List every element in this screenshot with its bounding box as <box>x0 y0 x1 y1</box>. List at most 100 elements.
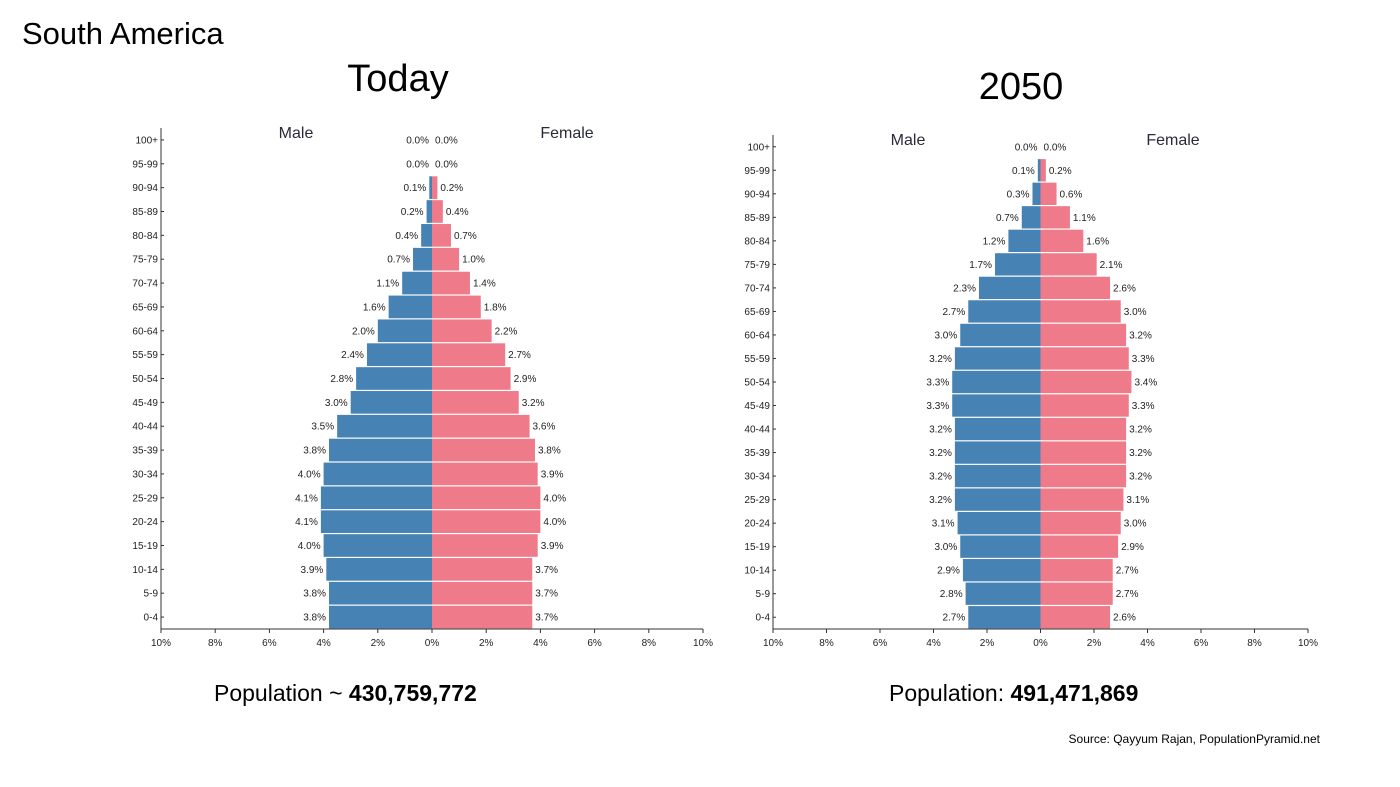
source-note: Source: Qayyum Rajan, PopulationPyramid.… <box>1068 732 1320 746</box>
future-data-label-female: 3.2% <box>1129 448 1152 459</box>
future-data-label-male: 3.2% <box>929 425 952 436</box>
future-x-tick-label: 10% <box>763 638 783 649</box>
future-bar-male <box>962 559 1041 582</box>
today-data-label-female: 0.0% <box>435 159 458 170</box>
today-bar-male <box>323 534 432 557</box>
population-value-2050: 491,471,869 <box>1010 680 1139 706</box>
future-bar-male <box>965 582 1041 605</box>
today-data-label-male: 0.1% <box>403 183 426 194</box>
today-bar-female <box>432 558 533 581</box>
future-x-tick-label: 10% <box>1298 638 1318 649</box>
today-data-label-male: 3.0% <box>325 398 348 409</box>
population-value-today: 430,759,772 <box>348 680 477 706</box>
future-bar-female <box>1040 182 1057 205</box>
future-x-tick-label: 4% <box>1140 638 1155 649</box>
today-category-label: 35-39 <box>132 446 158 457</box>
today-data-label-female: 3.6% <box>533 422 556 433</box>
future-data-label-male: 2.3% <box>953 283 976 294</box>
population-label-today: Population ~ <box>214 680 349 706</box>
future-category-label: 40-44 <box>744 425 770 436</box>
future-bar-male <box>1008 229 1041 253</box>
today-bar-male <box>320 510 432 533</box>
future-bar-male <box>968 606 1041 629</box>
today-bar-female <box>432 486 541 510</box>
future-data-label-male: 0.3% <box>1007 189 1030 200</box>
today-data-label-female: 3.9% <box>541 469 564 480</box>
today-category-label: 70-74 <box>132 279 158 290</box>
future-bar-male <box>1032 182 1041 205</box>
today-data-label-male: 0.4% <box>395 231 418 242</box>
future-bar-male <box>952 394 1041 417</box>
today-data-label-female: 0.2% <box>440 183 463 194</box>
future-data-label-male: 0.1% <box>1012 166 1035 177</box>
today-bar-male <box>329 438 432 462</box>
today-bar-male <box>402 271 432 295</box>
today-category-label: 20-24 <box>132 517 158 528</box>
today-category-label: 45-49 <box>132 398 158 409</box>
today-legend-male: Male <box>279 125 314 142</box>
today-category-label: 75-79 <box>132 255 158 266</box>
future-data-label-female: 3.3% <box>1132 401 1155 412</box>
today-category-label: 55-59 <box>132 350 158 361</box>
future-bar-female <box>1040 253 1097 276</box>
today-data-label-female: 2.9% <box>514 374 537 385</box>
today-x-tick-label: 2% <box>371 638 386 649</box>
today-data-label-female: 4.0% <box>543 517 566 528</box>
future-data-label-male: 0.7% <box>996 213 1019 224</box>
today-category-label: 65-69 <box>132 302 158 313</box>
future-bar-male <box>954 441 1041 464</box>
future-bar-female <box>1040 159 1046 182</box>
today-data-label-male: 0.7% <box>387 255 410 266</box>
today-x-tick-label: 6% <box>587 638 602 649</box>
future-bar-female <box>1040 441 1127 464</box>
future-bar-male <box>954 417 1041 441</box>
future-data-label-male: 2.7% <box>942 307 965 318</box>
future-bar-female <box>1040 488 1124 511</box>
future-bar-female <box>1040 206 1070 229</box>
today-data-label-female: 3.8% <box>538 446 561 457</box>
future-category-label: 50-54 <box>744 378 770 389</box>
today-bar-male <box>337 414 432 438</box>
future-data-label-male: 2.9% <box>937 566 960 577</box>
future-x-tick-label: 4% <box>926 638 941 649</box>
today-category-label: 50-54 <box>132 374 158 385</box>
future-bar-female <box>1040 511 1121 535</box>
today-bar-male <box>329 581 432 605</box>
future-bar-female <box>1040 276 1111 300</box>
future-category-label: 10-14 <box>744 566 770 577</box>
today-data-label-male: 1.6% <box>363 302 386 313</box>
today-bar-male <box>388 295 432 319</box>
today-x-tick-label: 6% <box>262 638 277 649</box>
today-bar-male <box>413 247 432 271</box>
today-bar-male <box>377 319 432 343</box>
future-x-tick-label: 0% <box>1033 638 1048 649</box>
future-data-label-male: 2.8% <box>940 589 963 600</box>
today-x-tick-label: 4% <box>533 638 548 649</box>
today-bar-female <box>432 176 438 199</box>
future-data-label-female: 1.6% <box>1086 236 1109 247</box>
future-category-label: 75-79 <box>744 260 770 271</box>
future-category-label: 80-84 <box>744 236 770 247</box>
population-label-2050: Population: <box>889 680 1011 706</box>
population-today: Population ~ 430,759,772 <box>214 680 477 707</box>
future-x-tick-label: 2% <box>1087 638 1102 649</box>
today-data-label-male: 0.0% <box>406 159 429 170</box>
future-data-label-female: 2.7% <box>1116 566 1139 577</box>
today-category-label: 80-84 <box>132 231 158 242</box>
today-data-label-female: 3.7% <box>535 613 558 624</box>
future-data-label-male: 0.0% <box>1015 142 1038 153</box>
future-bar-female <box>1040 323 1127 347</box>
future-data-label-female: 3.3% <box>1132 354 1155 365</box>
today-x-tick-label: 0% <box>425 638 440 649</box>
today-bar-female <box>432 581 533 605</box>
future-bar-male <box>954 488 1041 511</box>
future-bar-male <box>954 464 1041 488</box>
future-data-label-female: 3.0% <box>1124 307 1147 318</box>
today-category-label: 90-94 <box>132 183 158 194</box>
today-data-label-male: 3.9% <box>301 565 324 576</box>
today-legend-female: Female <box>540 125 593 142</box>
today-bar-male <box>329 605 432 629</box>
future-category-label: 70-74 <box>744 283 770 294</box>
today-bar-male <box>426 200 432 223</box>
